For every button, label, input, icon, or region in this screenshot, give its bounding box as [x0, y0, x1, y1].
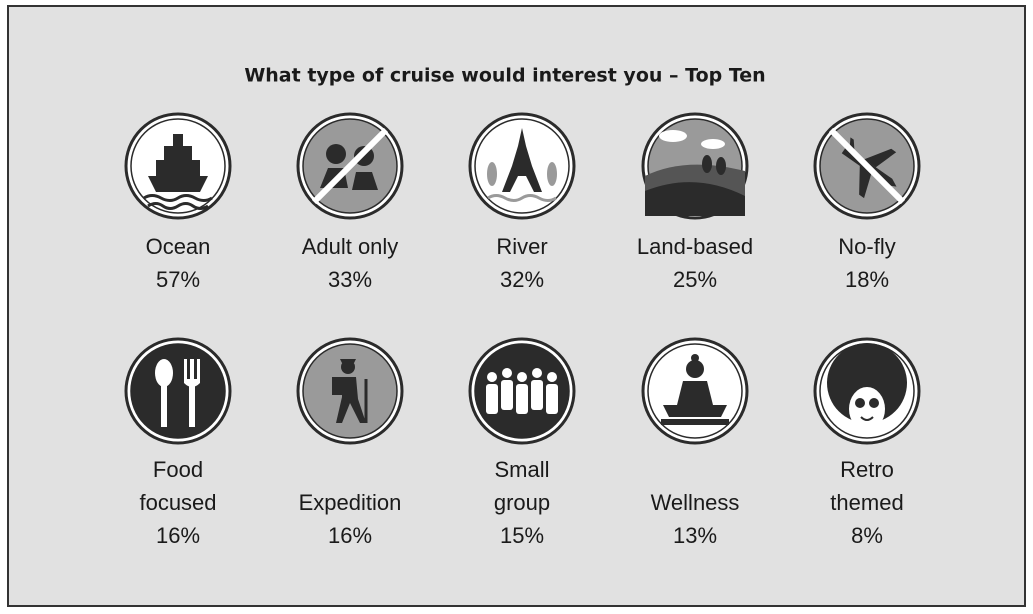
- icon-shape: [686, 360, 704, 378]
- icon-shape: [516, 384, 528, 414]
- item-percent: 18%: [845, 267, 889, 292]
- item-percent: 16%: [156, 523, 200, 548]
- icon-art: [131, 119, 225, 213]
- icon-shape: [332, 377, 342, 395]
- icon: [470, 114, 574, 218]
- icon: [126, 114, 230, 218]
- icon: [815, 339, 919, 443]
- icon-shape: [677, 381, 713, 405]
- item-label: Land-based: [637, 234, 753, 259]
- icon: [470, 339, 574, 443]
- icon-shape: [486, 384, 498, 414]
- title: What type of cruise would interest you –…: [244, 65, 765, 87]
- item-label: Retro: [840, 457, 894, 482]
- icon-shape: [189, 385, 195, 427]
- item-label: Expedition: [299, 490, 402, 515]
- icon-shape: [148, 176, 208, 192]
- item-label: themed: [830, 490, 903, 515]
- item-percent: 8%: [851, 523, 883, 548]
- item-percent: 57%: [156, 267, 200, 292]
- icon-art: [820, 343, 914, 438]
- item-percent: 16%: [328, 523, 372, 548]
- icon-art: [475, 344, 569, 438]
- icon-shape: [849, 387, 885, 431]
- icon-shape: [855, 398, 865, 408]
- item-percent: 15%: [500, 523, 544, 548]
- icon-shape: [531, 380, 543, 410]
- icon-shape: [164, 146, 192, 160]
- icon-art: [131, 344, 225, 438]
- item-percent: 32%: [500, 267, 544, 292]
- icon-shape: [663, 405, 727, 417]
- item-label: Wellness: [651, 490, 740, 515]
- icon-shape: [487, 162, 497, 186]
- icon-shape: [659, 130, 687, 142]
- icon-art: [475, 119, 569, 213]
- infographic: What type of cruise would interest you –…: [0, 0, 1033, 614]
- item-percent: 13%: [673, 523, 717, 548]
- item-label: River: [496, 234, 547, 259]
- item-label: No-fly: [838, 234, 895, 259]
- icon-art: [645, 119, 745, 216]
- panel: [8, 6, 1025, 606]
- icon-shape: [155, 359, 173, 387]
- icon-shape: [532, 368, 542, 378]
- item-percent: 25%: [673, 267, 717, 292]
- item-label: focused: [139, 490, 216, 515]
- icon-shape: [702, 155, 712, 173]
- icon-art: [303, 344, 397, 438]
- item-label: Ocean: [146, 234, 211, 259]
- icon-shape: [501, 380, 513, 410]
- icon-shape: [131, 344, 225, 438]
- icon: [298, 339, 402, 443]
- icon-shape: [173, 134, 183, 146]
- item-label: Food: [153, 457, 203, 482]
- icon-shape: [701, 139, 725, 149]
- icon-shape: [340, 359, 356, 363]
- icon: [643, 339, 747, 443]
- icon-shape: [184, 359, 200, 387]
- icon-art: [303, 119, 397, 213]
- icon-art: [648, 344, 742, 438]
- icon: [643, 114, 747, 218]
- icon-shape: [691, 354, 699, 362]
- icon-shape: [546, 384, 558, 414]
- item-percent: 33%: [328, 267, 372, 292]
- item-label: group: [494, 490, 550, 515]
- icon-shape: [716, 157, 726, 175]
- icon: [126, 339, 230, 443]
- icon-shape: [156, 160, 200, 176]
- item-label: Small: [494, 457, 549, 482]
- icon-shape: [547, 372, 557, 382]
- icon-shape: [487, 372, 497, 382]
- icon-shape: [547, 162, 557, 186]
- icon-shape: [661, 419, 729, 425]
- icon-shape: [869, 398, 879, 408]
- icon-art: [820, 119, 914, 213]
- icon-shape: [517, 372, 527, 382]
- icon-shape: [326, 144, 346, 164]
- icon: [298, 114, 402, 218]
- icon-shape: [161, 385, 167, 427]
- icon-shape: [502, 368, 512, 378]
- item-label: Adult only: [302, 234, 399, 259]
- icon: [815, 114, 919, 218]
